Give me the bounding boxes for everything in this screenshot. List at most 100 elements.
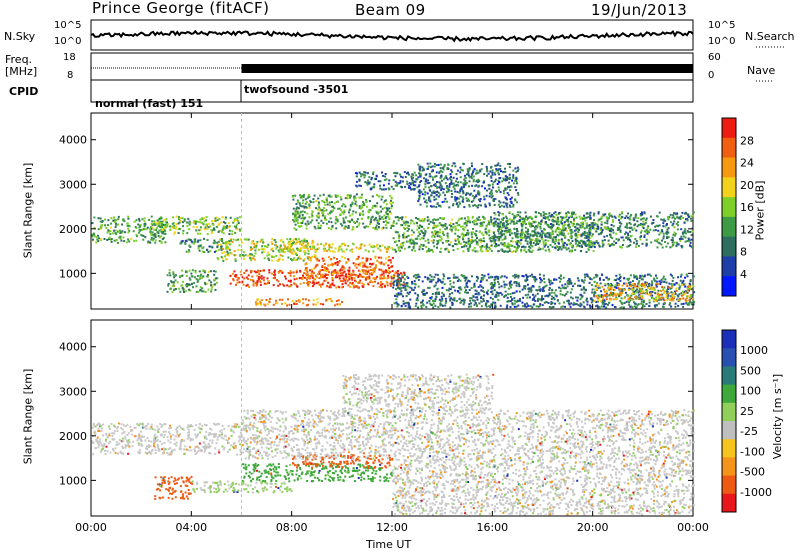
power-cell bbox=[355, 211, 357, 213]
power-cell bbox=[657, 230, 659, 232]
power-cell bbox=[510, 206, 512, 208]
power-cell bbox=[507, 178, 509, 180]
power-cell bbox=[469, 221, 471, 223]
power-cell bbox=[317, 227, 319, 229]
power-cell bbox=[304, 277, 306, 279]
power-cell bbox=[359, 179, 361, 181]
power-cell bbox=[491, 244, 493, 246]
power-cell bbox=[405, 176, 407, 178]
power-cell bbox=[598, 213, 600, 215]
power-cell bbox=[282, 272, 284, 274]
power-cell bbox=[334, 262, 336, 264]
power-cell bbox=[156, 222, 158, 224]
power-cell bbox=[534, 280, 536, 282]
power-cell bbox=[405, 216, 407, 218]
power-cell bbox=[463, 302, 465, 304]
power-cell bbox=[548, 295, 550, 297]
power-cell bbox=[300, 258, 302, 260]
power-cell bbox=[388, 259, 390, 261]
power-cell bbox=[362, 286, 364, 288]
power-cell bbox=[169, 225, 171, 227]
power-cell bbox=[424, 183, 426, 185]
power-cell bbox=[341, 205, 343, 207]
power-cell bbox=[514, 186, 516, 188]
power-cell bbox=[543, 278, 545, 280]
power-cell bbox=[545, 216, 547, 218]
power-cell bbox=[432, 251, 434, 253]
power-cell bbox=[533, 235, 535, 237]
power-cell bbox=[481, 185, 483, 187]
power-cell bbox=[381, 172, 383, 174]
power-cell bbox=[521, 225, 523, 227]
power-cell bbox=[597, 228, 599, 230]
power-cell bbox=[604, 239, 606, 241]
power-cell bbox=[460, 301, 462, 303]
power-cell bbox=[154, 233, 156, 235]
power-cell bbox=[434, 236, 436, 238]
power-cell bbox=[467, 221, 469, 223]
power-cell bbox=[429, 173, 431, 175]
power-cell bbox=[428, 196, 430, 198]
power-cell bbox=[591, 235, 593, 237]
power-cell bbox=[494, 241, 496, 243]
power-cell bbox=[636, 306, 638, 308]
power-cell bbox=[499, 223, 501, 225]
power-cell bbox=[282, 255, 284, 257]
power-cell bbox=[580, 250, 582, 252]
power-cell bbox=[577, 277, 579, 279]
power-cell bbox=[344, 268, 346, 270]
power-cell bbox=[129, 225, 131, 227]
power-cell bbox=[406, 181, 408, 183]
power-cell bbox=[211, 220, 213, 222]
power-cell bbox=[618, 229, 620, 231]
power-cell bbox=[463, 186, 465, 188]
power-cell bbox=[428, 166, 430, 168]
power-cell bbox=[423, 235, 425, 237]
power-cell bbox=[556, 223, 558, 225]
power-cell bbox=[463, 246, 465, 248]
power-cell bbox=[565, 212, 567, 214]
power-cell bbox=[500, 231, 502, 233]
power-cell bbox=[371, 177, 373, 179]
power-cell bbox=[436, 203, 438, 205]
power-cell bbox=[349, 215, 351, 217]
power-cell bbox=[416, 297, 418, 299]
power-cell bbox=[318, 206, 320, 208]
power-cell bbox=[635, 213, 637, 215]
power-cell bbox=[633, 224, 635, 226]
power-cell bbox=[497, 278, 499, 280]
power-cell bbox=[332, 243, 334, 245]
power-cell bbox=[529, 296, 531, 298]
power-cell bbox=[249, 257, 251, 259]
power-cell bbox=[178, 288, 180, 290]
power-cell bbox=[110, 217, 112, 219]
power-cell bbox=[536, 232, 538, 234]
power-cell bbox=[243, 258, 245, 260]
power-cell bbox=[593, 215, 595, 217]
power-cell bbox=[538, 222, 540, 224]
power-cell bbox=[458, 243, 460, 245]
power-cell bbox=[218, 249, 220, 251]
power-cell bbox=[503, 206, 505, 208]
power-cell bbox=[515, 180, 517, 182]
power-cell bbox=[267, 277, 269, 279]
power-cell bbox=[414, 181, 416, 183]
power-cell bbox=[532, 245, 534, 247]
power-cell bbox=[473, 175, 475, 177]
power-cell bbox=[455, 185, 457, 187]
power-cell bbox=[320, 286, 322, 288]
power-cell bbox=[158, 232, 160, 234]
power-cell bbox=[417, 164, 419, 166]
power-cell bbox=[478, 192, 480, 194]
power-cell bbox=[395, 231, 397, 233]
power-cell bbox=[301, 240, 303, 242]
power-cell bbox=[142, 239, 144, 241]
power-cell bbox=[658, 303, 660, 305]
power-cell bbox=[369, 263, 371, 265]
power-cell bbox=[155, 236, 157, 238]
power-cell bbox=[293, 208, 295, 210]
power-cell bbox=[453, 249, 455, 251]
power-cell bbox=[430, 194, 432, 196]
power-cell bbox=[226, 225, 228, 227]
power-cell bbox=[98, 228, 100, 230]
